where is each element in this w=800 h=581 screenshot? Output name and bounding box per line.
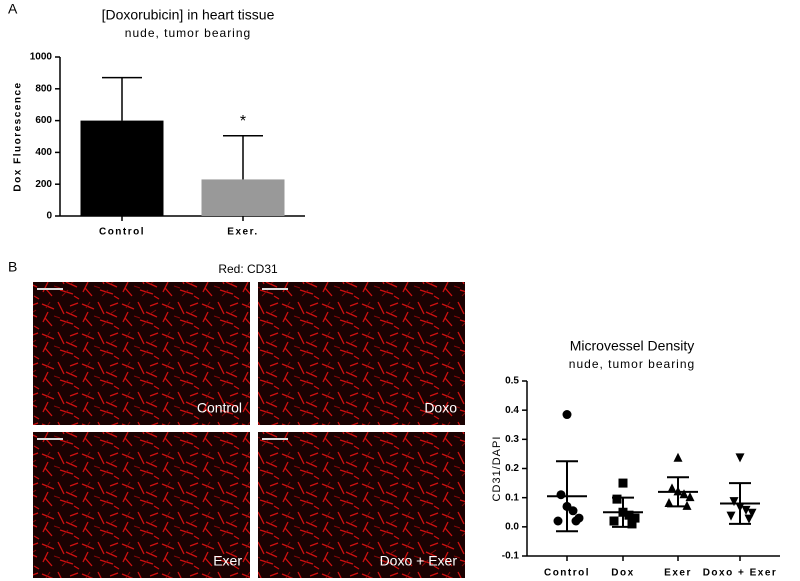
- y-tick-label: 0.5: [505, 376, 519, 387]
- micrograph-label: Control: [197, 400, 242, 416]
- point: [562, 410, 572, 420]
- micrograph-label: Doxo: [424, 400, 457, 416]
- y-tick-label: 0.2: [505, 463, 519, 474]
- point: [556, 490, 566, 500]
- chart-subtitle: nude, tumor bearing: [125, 26, 251, 40]
- point: [630, 513, 640, 523]
- point: [729, 497, 739, 507]
- y-tick-label: 0.0: [505, 521, 519, 532]
- scale-bar: [37, 288, 63, 290]
- x-tick-label: Dox: [611, 568, 634, 579]
- y-tick-label: 1000: [30, 52, 53, 63]
- micrograph: [33, 432, 250, 578]
- point: [553, 516, 563, 526]
- x-tick-label: Control: [544, 568, 590, 579]
- point: [744, 514, 754, 524]
- annotation: *: [240, 113, 246, 130]
- panel-label: A: [8, 1, 18, 17]
- x-tick-label: Exer: [664, 568, 692, 579]
- y-tick-label: 400: [35, 147, 52, 158]
- point: [571, 516, 581, 526]
- point: [747, 508, 757, 518]
- y-tick-label: 600: [35, 115, 52, 126]
- micrograph: [33, 282, 250, 425]
- x-tick-label: Doxo + Exer: [703, 568, 778, 579]
- y-tick-label: 0.1: [505, 492, 519, 503]
- micrograph: [258, 282, 465, 425]
- micrograph-label: Exer: [213, 553, 242, 569]
- micrograph-title: Red: CD31: [218, 262, 278, 276]
- chart-title: [Doxorubicin] in heart tissue: [102, 7, 275, 23]
- point: [685, 492, 695, 502]
- point: [735, 453, 745, 463]
- point: [618, 478, 628, 488]
- y-tick-label: 0: [46, 211, 52, 222]
- point: [664, 498, 674, 507]
- y-axis-label: Dox Fluorescence: [13, 81, 24, 191]
- y-tick-label: -0.1: [502, 551, 520, 562]
- point: [624, 510, 634, 520]
- point: [679, 489, 689, 499]
- bar: [80, 120, 164, 216]
- scale-bar: [262, 288, 288, 290]
- micrograph: [258, 432, 465, 578]
- panel-label: B: [8, 259, 17, 275]
- chart-title: Microvessel Density: [570, 338, 694, 354]
- y-tick-label: 200: [35, 179, 52, 190]
- point: [609, 516, 619, 526]
- point: [667, 483, 677, 493]
- point: [673, 452, 683, 462]
- scale-bar: [37, 438, 63, 440]
- x-tick-label: Exer.: [227, 227, 258, 238]
- micrograph-label: Doxo + Exer: [380, 553, 458, 569]
- y-tick-label: 800: [35, 83, 52, 94]
- point: [627, 519, 637, 529]
- point: [612, 494, 622, 504]
- y-axis-label: CD31/DAPI: [491, 436, 503, 502]
- x-tick-label: Control: [99, 227, 145, 238]
- scale-bar: [262, 438, 288, 440]
- y-tick-label: 0.4: [505, 405, 519, 416]
- point: [726, 511, 736, 521]
- point: [568, 506, 578, 516]
- point: [741, 505, 751, 515]
- chart-subtitle: nude, tumor bearing: [569, 357, 695, 371]
- bar: [201, 179, 285, 216]
- y-tick-label: 0.3: [505, 434, 519, 445]
